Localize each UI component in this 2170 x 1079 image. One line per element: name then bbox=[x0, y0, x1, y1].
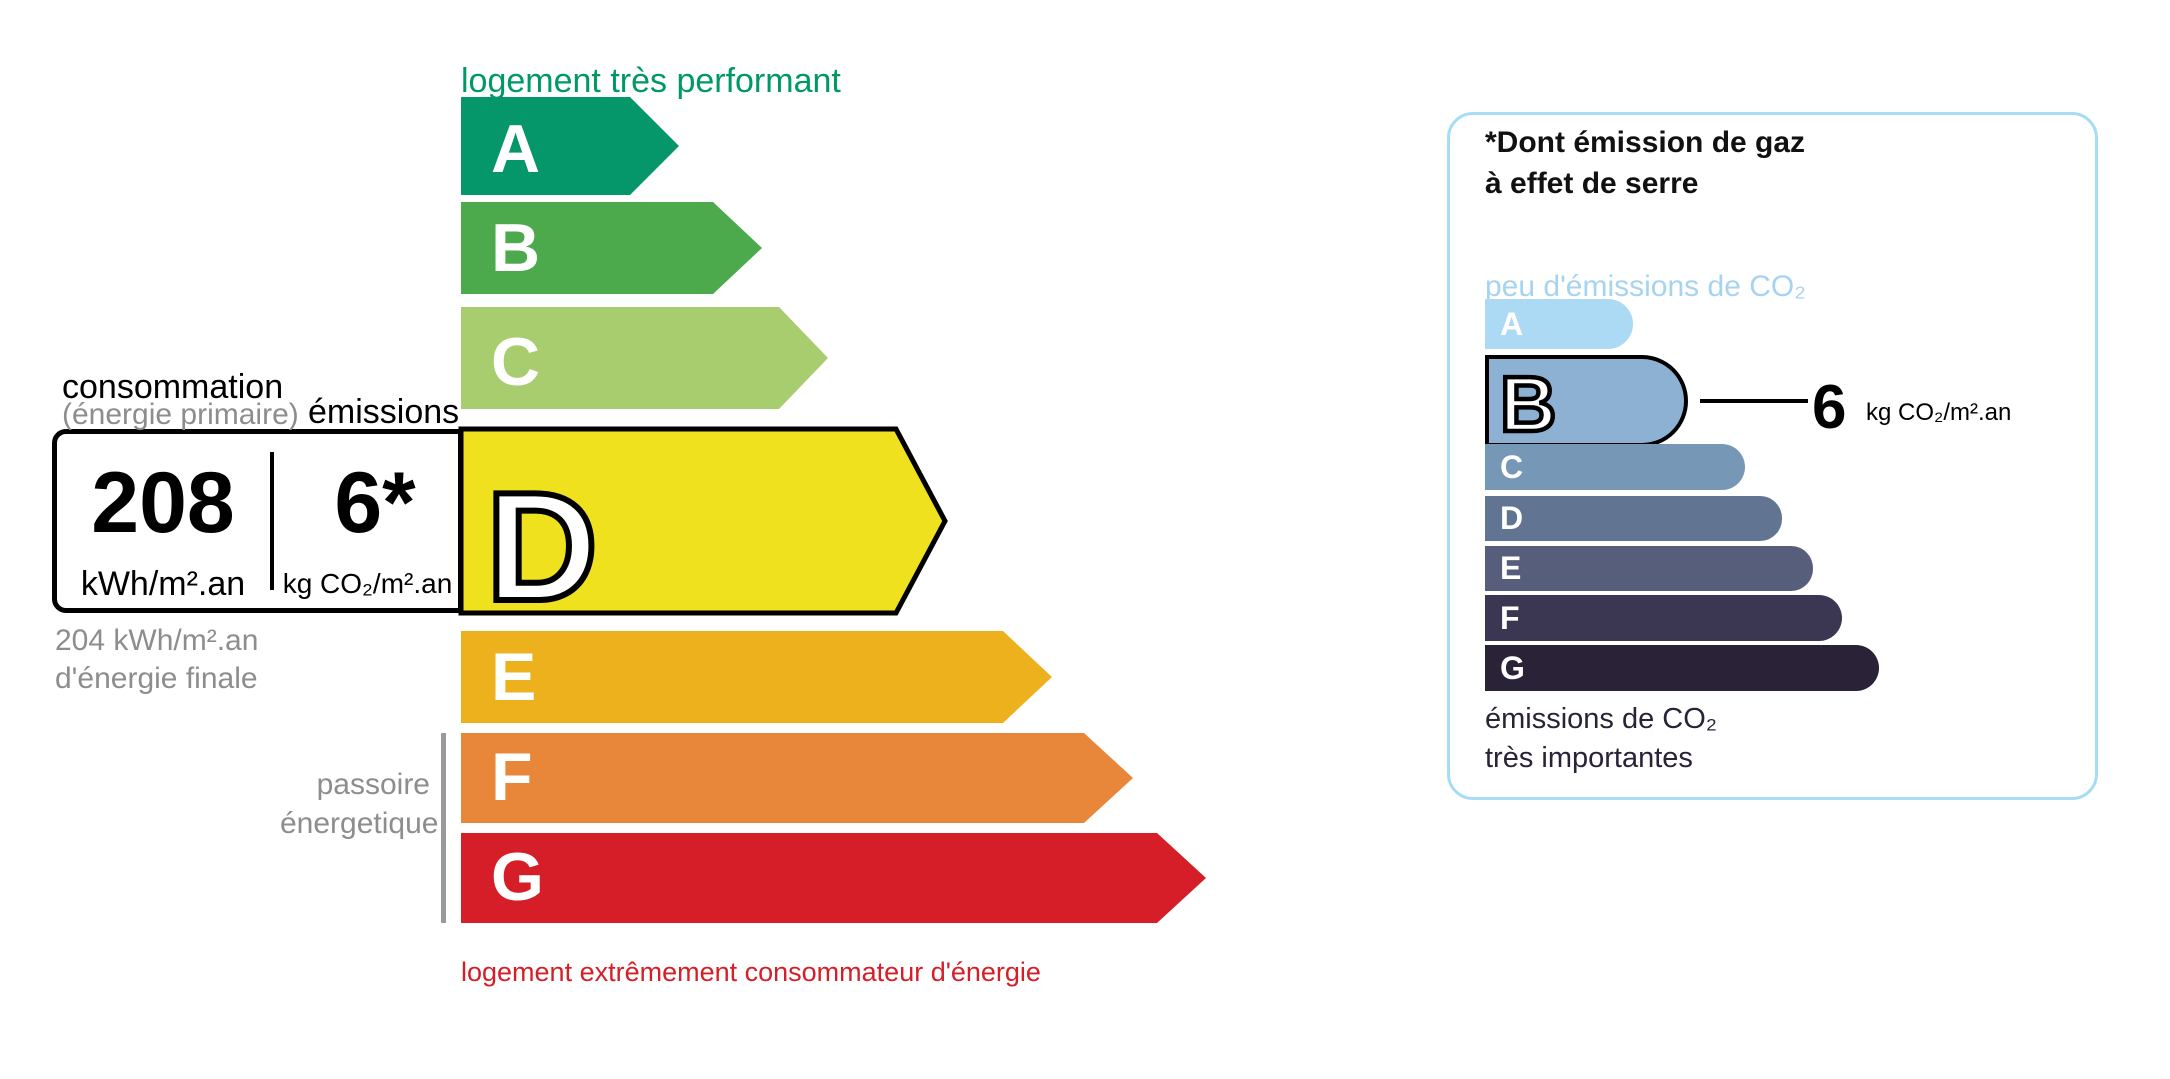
svg-text:C: C bbox=[491, 324, 540, 400]
svg-text:B: B bbox=[491, 210, 540, 286]
svg-text:B: B bbox=[1500, 360, 1556, 448]
svg-text:F: F bbox=[491, 739, 533, 815]
svg-text:E: E bbox=[491, 639, 536, 715]
svg-text:A: A bbox=[491, 111, 540, 187]
svg-text:D: D bbox=[486, 460, 598, 633]
svg-text:G: G bbox=[491, 839, 544, 915]
